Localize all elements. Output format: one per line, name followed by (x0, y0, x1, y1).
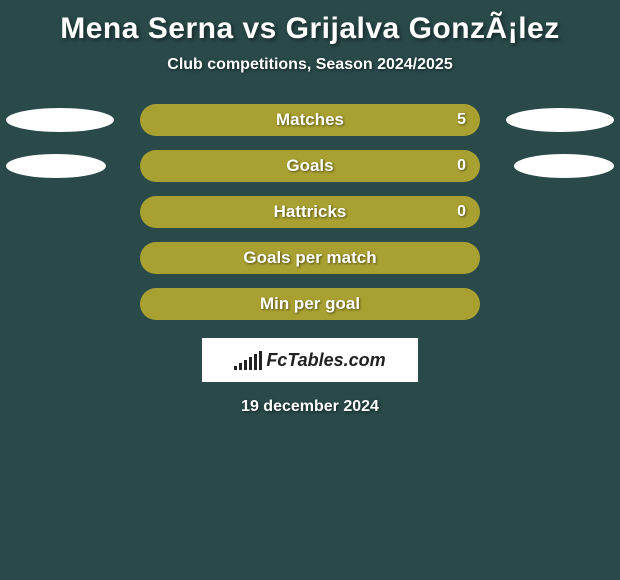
stat-row: Hattricks 0 (0, 196, 620, 228)
stat-bar: Goals 0 (140, 150, 480, 182)
left-ellipse (6, 154, 106, 178)
date-label: 19 december 2024 (0, 398, 620, 416)
logo-text: FcTables.com (266, 350, 385, 371)
stat-label: Hattricks (274, 202, 347, 222)
stat-bar: Matches 5 (140, 104, 480, 136)
comparison-widget: Mena Serna vs Grijalva GonzÃ¡lez Club co… (0, 0, 620, 416)
left-ellipse (6, 108, 114, 132)
stat-row: Goals 0 (0, 150, 620, 182)
logo-bars-icon (234, 350, 262, 370)
stat-bar: Goals per match (140, 242, 480, 274)
stat-label: Goals (286, 156, 333, 176)
stat-value: 5 (457, 111, 466, 129)
stat-row: Matches 5 (0, 104, 620, 136)
right-ellipse (514, 154, 614, 178)
fctables-logo: FcTables.com (234, 350, 385, 371)
page-title: Mena Serna vs Grijalva GonzÃ¡lez (0, 8, 620, 56)
stat-label: Min per goal (260, 294, 360, 314)
right-ellipse (506, 108, 614, 132)
stat-label: Matches (276, 110, 344, 130)
stat-row: Goals per match (0, 242, 620, 274)
stat-value: 0 (457, 203, 466, 221)
stat-bar: Hattricks 0 (140, 196, 480, 228)
stat-label: Goals per match (243, 248, 376, 268)
logo-box[interactable]: FcTables.com (202, 338, 418, 382)
stat-value: 0 (457, 157, 466, 175)
stat-row: Min per goal (0, 288, 620, 320)
subtitle: Club competitions, Season 2024/2025 (0, 56, 620, 104)
stat-rows: Matches 5 Goals 0 Hattricks 0 Goals per match M… (0, 104, 620, 320)
stat-bar: Min per goal (140, 288, 480, 320)
